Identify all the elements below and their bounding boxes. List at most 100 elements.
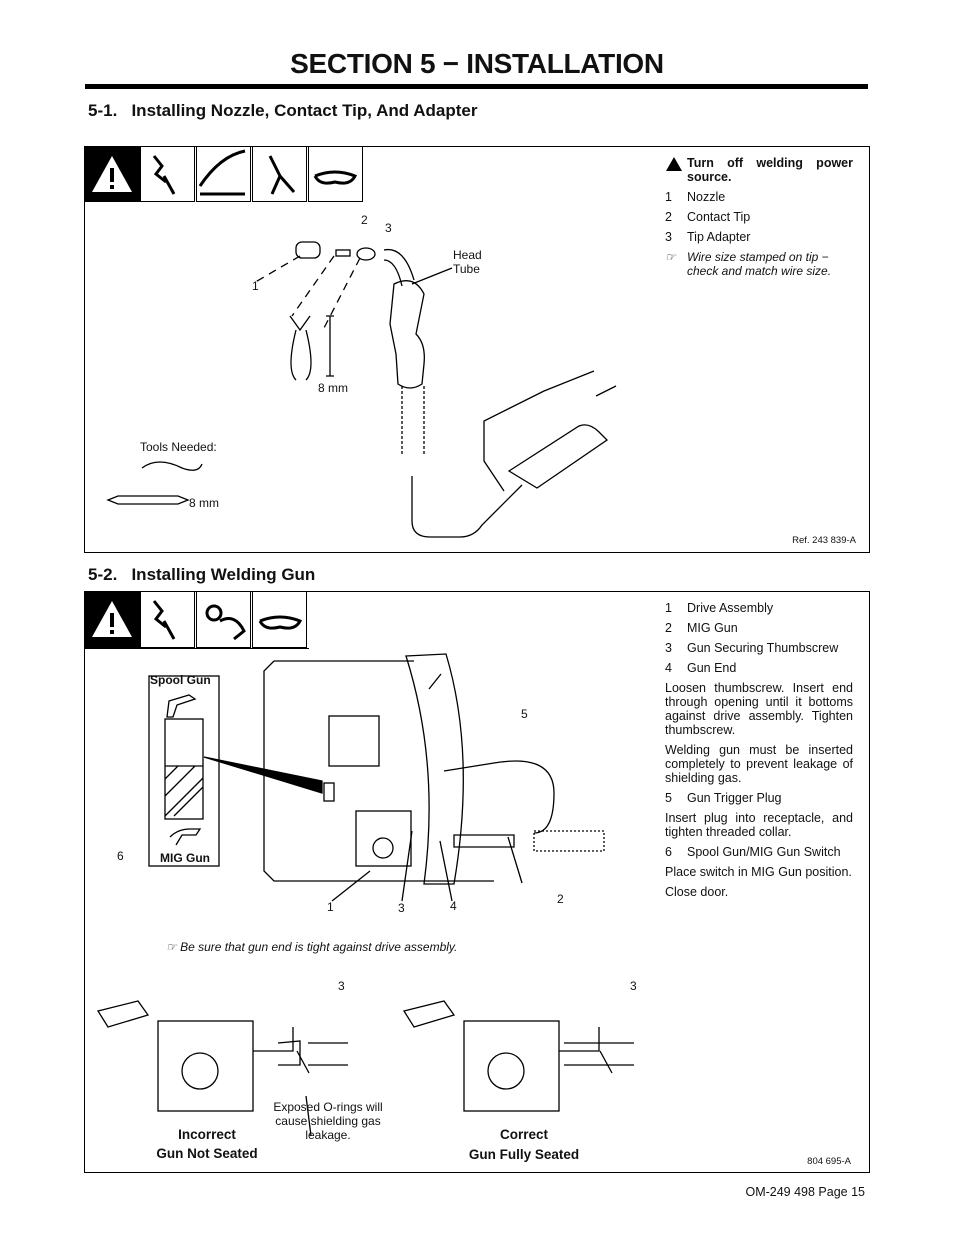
drawing: [152, 149, 358, 196]
list-item: 3 Gun Securing Thumbscrew: [665, 641, 853, 655]
drawing: [268, 155, 296, 195]
drawing: [533, 830, 605, 852]
subtitle-line: Gun Fully Seated: [468, 1147, 580, 1162]
item-text: Nozzle: [687, 190, 726, 204]
drawing: [219, 617, 246, 641]
hazard-icon: [252, 591, 307, 648]
warning-text: Turn off welding power source.: [687, 156, 853, 184]
icon-rule: [84, 648, 309, 649]
drawing: [389, 280, 425, 389]
drawing: [323, 782, 335, 802]
item-text: Gun End: [687, 661, 737, 675]
list-item: 1 Drive Assembly: [665, 601, 853, 615]
paragraph: Welding gun must be inserted completely …: [665, 743, 853, 785]
item-number: 4: [665, 661, 672, 675]
item-text: Contact Tip: [687, 210, 751, 224]
note-glyph: ☞: [166, 940, 181, 954]
note-text: Be sure that gun end is tight against dr…: [180, 940, 458, 954]
paragraph: Place switch in MIG Gun position.: [665, 865, 852, 879]
hazard-icon: [308, 146, 363, 202]
drawing: [166, 694, 197, 718]
section-box: [84, 591, 870, 1173]
callout: 1: [252, 279, 259, 293]
drawing: [443, 760, 555, 834]
drawing: [507, 424, 609, 489]
paragraph: Insert plug into receptacle, and tighten…: [665, 811, 853, 839]
warning-icon: [92, 601, 132, 637]
note-glyph: ☞: [665, 250, 676, 264]
drawing: [110, 613, 114, 627]
drawing: [110, 185, 114, 189]
drawing: [559, 1027, 634, 1066]
instructions: Turn off welding power source. 1 Nozzle 2…: [665, 156, 853, 284]
list-item: 4 Gun End: [665, 661, 853, 675]
callout: 4: [450, 899, 457, 913]
drawing: [411, 267, 453, 285]
hazard-icon: [140, 591, 195, 648]
hazard-icon: [252, 146, 307, 202]
item-number: 1: [665, 190, 672, 204]
section-heading: 5-1. Installing Nozzle, Contact Tip, And…: [88, 101, 478, 120]
drawing: [463, 1020, 560, 1112]
callout: 3: [630, 979, 637, 993]
drawing: [289, 315, 312, 381]
drawing: [96, 1000, 150, 1028]
drawing: [356, 247, 376, 261]
drawing: [595, 385, 617, 397]
callout: 3: [398, 901, 405, 915]
drawing: [401, 386, 425, 456]
list-item: 6 Spool Gun/MIG Gun Switch: [665, 845, 853, 859]
figure-caption: Exposed O-rings will cause shielding gas…: [273, 1100, 383, 1142]
paragraph: Close door.: [665, 885, 729, 899]
callout: 6: [117, 849, 124, 863]
drawing: [263, 660, 494, 882]
drawing: [372, 837, 394, 859]
item-number: 3: [665, 641, 672, 655]
drawing: [405, 653, 464, 885]
note: ☞ Be sure that gun end is tight against …: [166, 940, 457, 954]
drawing: [181, 1052, 219, 1090]
title-line: Incorrect: [178, 1127, 236, 1142]
item-number: 5: [665, 791, 672, 805]
note-text: Wire size stamped on tip − check and mat…: [687, 250, 832, 278]
warning-glyph: [665, 156, 687, 184]
item-number: 6: [665, 845, 672, 859]
drawing: [157, 1020, 254, 1112]
figure-title: Incorrect Gun Not Seated: [140, 1125, 274, 1163]
drawing: [198, 149, 246, 196]
list-item: 2 MIG Gun: [665, 621, 853, 635]
drawing: [106, 241, 617, 538]
drawing: [164, 718, 204, 820]
item-text: MIG Gun: [687, 621, 738, 635]
note-row: ☞ Wire size stamped on tip − check and ma…: [665, 250, 853, 278]
item-text: Drive Assembly: [687, 601, 774, 615]
subtitle-line: Gun Not Seated: [156, 1146, 258, 1161]
item-text: Spool Gun/MIG Gun Switch: [687, 845, 841, 859]
reference: Ref. 243 839-A: [792, 535, 856, 546]
drawing: [296, 1050, 613, 1137]
drawing: [169, 828, 202, 846]
drawing: [313, 170, 358, 185]
item-number: 2: [665, 210, 672, 224]
figure-title: Correct Gun Fully Seated: [456, 1125, 592, 1165]
figure-label: 8 mm: [189, 496, 219, 510]
page-title: SECTION 5 − INSTALLATION: [290, 48, 664, 79]
hazard-icon: [196, 146, 251, 202]
list-item: 5 Gun Trigger Plug: [665, 791, 853, 805]
warning-block: [84, 591, 140, 648]
warning-icon: [92, 156, 132, 192]
callout: 2: [361, 213, 368, 227]
drawing: [203, 756, 323, 794]
drawing: [308, 1042, 348, 1066]
drawing: [411, 476, 523, 538]
drawing: [164, 765, 204, 817]
item-number: 3: [665, 230, 672, 244]
item-text: Tip Adapter: [687, 230, 751, 244]
drawing: [326, 315, 334, 377]
list-item: 3 Tip Adapter: [665, 230, 853, 244]
paragraph: Loosen thumbscrew. Insert end through op…: [665, 681, 853, 737]
drawing: [453, 834, 515, 848]
drawing: [331, 673, 523, 902]
callout: 3: [385, 221, 392, 235]
